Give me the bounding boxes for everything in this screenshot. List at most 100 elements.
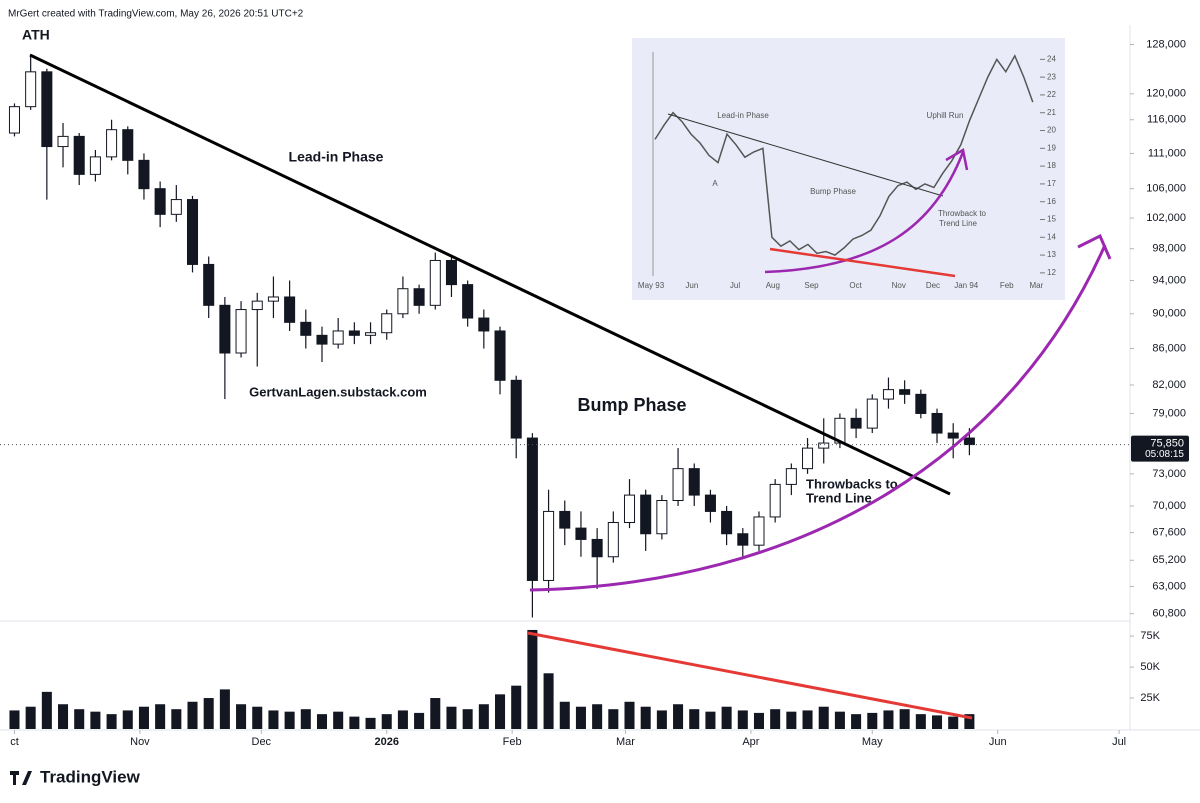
volume-bar	[58, 704, 69, 729]
candle-body	[769, 483, 781, 518]
volume-tick-label: 25K	[1140, 692, 1160, 704]
candle-body	[122, 129, 134, 161]
candle-body	[478, 317, 490, 332]
candle-body	[397, 288, 409, 315]
drawings	[29, 53, 1112, 720]
footer-text: TradingView	[40, 767, 141, 786]
volume-bar	[25, 706, 36, 729]
candle-body	[721, 510, 733, 535]
inset-annotation: Throwback to	[938, 209, 987, 218]
candle-body	[526, 437, 538, 581]
volume-bar	[834, 711, 845, 729]
logo-icon	[10, 771, 32, 785]
inset-y-tick-label: 12	[1047, 268, 1056, 277]
header: MrGert created with TradingView.com, May…	[8, 9, 304, 20]
inset-trend-line	[667, 113, 944, 197]
volume-bar	[592, 704, 603, 729]
inset-x-tick-label: Feb	[1000, 281, 1014, 290]
last-price-label: 75,850	[1150, 437, 1184, 449]
inset-red-line	[769, 247, 956, 278]
volume-bar	[430, 698, 441, 729]
candle-body	[931, 412, 943, 434]
candle-body	[591, 538, 603, 558]
x-tick-label: Dec	[252, 736, 272, 748]
inset-y-tick-label: 21	[1047, 108, 1056, 117]
inset-annotation: Trend Line	[939, 219, 978, 228]
volume-bar	[786, 711, 797, 729]
candle-body	[607, 522, 619, 558]
candle-body	[672, 468, 684, 502]
y-tick-label: 94,000	[1152, 274, 1186, 286]
x-tick-label: May	[862, 736, 883, 748]
inset-x-tick-label: May 93	[638, 281, 665, 290]
inset-x-tick-label: Jan 94	[954, 281, 979, 290]
main-chart: 128,000 120,000 116,000 111,000 106,000 102,0…	[0, 27, 1189, 748]
candle-body	[915, 393, 927, 414]
annotation: Bump Phase	[577, 395, 686, 415]
volume-bar	[365, 717, 376, 729]
candle-body	[348, 330, 360, 336]
volume-bar	[219, 689, 230, 729]
volume-bar	[284, 711, 295, 729]
volume-trend-line	[527, 631, 973, 720]
candle-body	[785, 468, 797, 485]
x-tick-label: Jul	[1112, 736, 1126, 748]
candle-body	[753, 516, 765, 546]
volume-bar	[624, 701, 635, 729]
inset-x-tick-label: Jul	[730, 281, 740, 290]
volume-bar	[478, 704, 489, 729]
inset-chart: 12 13 14 15 16 17 18 19 20 21 22 23 24 May 93 Jun Jul Au…	[632, 38, 1065, 300]
inset-y-tick-label: 18	[1047, 161, 1056, 170]
inset-annotation: Bump Phase	[810, 187, 856, 196]
inset-x-tick-label: Sep	[804, 281, 819, 290]
volume-bar	[236, 704, 247, 729]
candle-body	[25, 71, 37, 108]
y-tick-label: 120,000	[1146, 88, 1186, 100]
volume-bar	[187, 701, 198, 729]
x-tick-label: 2026	[374, 736, 398, 748]
volume-bar	[381, 714, 392, 729]
inset-y-tick-label: 20	[1047, 126, 1056, 135]
volume-bar	[608, 709, 619, 729]
volume-bar	[74, 709, 85, 729]
volume-bar	[705, 711, 716, 729]
y-tick-label: 86,000	[1152, 342, 1186, 354]
candle-body	[219, 304, 231, 354]
volume-bar	[802, 710, 813, 729]
candle-body	[235, 309, 247, 354]
x-tick-label: Apr	[742, 736, 759, 748]
candle-body	[737, 533, 749, 546]
candle-body	[963, 437, 975, 446]
volume-bar	[543, 673, 554, 729]
candle-body	[186, 199, 199, 265]
x-tick-label: Feb	[503, 736, 522, 748]
y-tick-label: 65,200	[1152, 554, 1186, 566]
inset-background	[632, 38, 1065, 300]
inset-annotation: A	[712, 179, 718, 188]
trend-line	[29, 53, 951, 496]
annotation: Throwbacks to	[806, 476, 898, 491]
volume-bar	[106, 714, 117, 729]
x-tick-label: ct	[10, 736, 19, 748]
y-tick-label: 128,000	[1146, 38, 1186, 50]
volume-bar	[867, 712, 878, 729]
candle-body	[316, 334, 328, 345]
inset-annotation: Lead-in Phase	[717, 111, 769, 120]
volume-bar	[511, 685, 522, 729]
volume-bar	[155, 704, 166, 729]
candle-body	[462, 284, 474, 319]
y-tick-label: 90,000	[1152, 308, 1186, 320]
volume-bar	[203, 698, 214, 729]
volume-bar	[316, 714, 328, 729]
candle-body	[203, 263, 215, 306]
y-tick-label: 63,000	[1152, 580, 1186, 592]
inset-drawings	[667, 113, 969, 278]
inset-y-tick-label: 16	[1047, 197, 1056, 206]
y-tick-label: 70,000	[1152, 500, 1186, 512]
footer-logo: TradingView	[10, 767, 141, 786]
volume-bar	[575, 706, 586, 729]
y-tick-label: 98,000	[1152, 243, 1186, 255]
candle-body	[332, 330, 344, 345]
volume-bar	[753, 712, 764, 729]
volume-bar	[932, 715, 943, 729]
